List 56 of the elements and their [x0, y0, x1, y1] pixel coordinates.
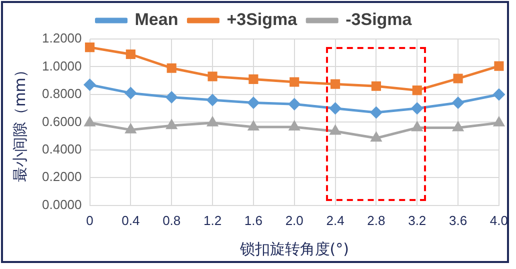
point — [248, 121, 259, 131]
point — [248, 74, 258, 84]
y-tick-label: 0.6000 — [42, 114, 82, 129]
point — [248, 97, 260, 109]
x-tick-label: 2.4 — [326, 212, 344, 228]
point — [288, 98, 300, 110]
point — [453, 74, 463, 84]
point — [371, 132, 382, 142]
x-tick-label: 0.8 — [162, 212, 181, 228]
point — [411, 102, 423, 114]
point — [166, 120, 177, 130]
point — [84, 42, 95, 52]
point — [124, 87, 136, 99]
point — [330, 79, 340, 89]
x-tick-label: 0 — [86, 212, 94, 228]
legend-label: Mean — [134, 10, 178, 30]
legend-label: -3Sigma — [346, 10, 412, 30]
y-tick-label: 1.2000 — [42, 30, 82, 46]
point — [494, 117, 504, 126]
point — [207, 117, 218, 126]
x-tick-label: 3.2 — [408, 212, 426, 228]
point — [371, 81, 381, 91]
point — [412, 86, 422, 96]
x-tick-label: 2.8 — [367, 212, 386, 228]
x-tick-label: 1.6 — [244, 212, 262, 228]
x-tick-label: 2.0 — [285, 212, 304, 228]
y-tick-label: 0.2000 — [42, 169, 82, 184]
point — [126, 49, 136, 60]
y-tick-label: 0.4000 — [42, 142, 82, 157]
x-axis-title: 锁扣旋转角度(°) — [238, 240, 349, 258]
point — [370, 106, 382, 118]
point — [330, 125, 340, 135]
point — [494, 61, 504, 71]
point — [126, 124, 136, 134]
legend-label: +3Sigma — [226, 10, 298, 30]
point — [208, 72, 218, 82]
point — [289, 121, 300, 131]
x-tick-label: 3.6 — [449, 212, 468, 228]
y-tick-label: 1.0000 — [42, 58, 82, 74]
point — [452, 97, 464, 109]
point — [166, 63, 176, 73]
y-tick-label: 0.8000 — [42, 86, 82, 102]
point — [166, 91, 178, 103]
point — [290, 77, 300, 87]
x-tick-label: 0.4 — [122, 212, 140, 228]
point — [206, 94, 218, 106]
point — [493, 88, 505, 100]
point — [412, 122, 422, 132]
y-tick-label: 0.0000 — [42, 196, 82, 212]
point — [330, 102, 342, 114]
point — [452, 122, 464, 132]
point — [84, 117, 95, 126]
x-tick-label: 4.0 — [490, 212, 508, 228]
x-tick-label: 1.2 — [203, 212, 222, 228]
point — [84, 79, 96, 91]
y-axis-title: 最小间隙（mm） — [10, 62, 29, 182]
